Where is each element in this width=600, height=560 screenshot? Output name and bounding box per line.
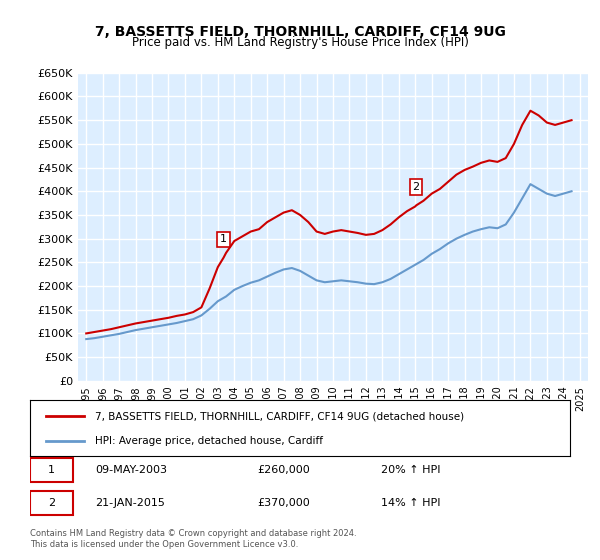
Text: Price paid vs. HM Land Registry's House Price Index (HPI): Price paid vs. HM Land Registry's House … bbox=[131, 36, 469, 49]
Text: 09-MAY-2003: 09-MAY-2003 bbox=[95, 465, 167, 475]
Text: 2: 2 bbox=[48, 498, 55, 508]
Text: 14% ↑ HPI: 14% ↑ HPI bbox=[381, 498, 440, 508]
Text: 1: 1 bbox=[48, 465, 55, 475]
Text: HPI: Average price, detached house, Cardiff: HPI: Average price, detached house, Card… bbox=[95, 436, 323, 446]
Text: £370,000: £370,000 bbox=[257, 498, 310, 508]
Text: 7, BASSETTS FIELD, THORNHILL, CARDIFF, CF14 9UG: 7, BASSETTS FIELD, THORNHILL, CARDIFF, C… bbox=[95, 25, 505, 39]
Text: 21-JAN-2015: 21-JAN-2015 bbox=[95, 498, 164, 508]
Text: 1: 1 bbox=[220, 234, 227, 244]
FancyBboxPatch shape bbox=[30, 458, 73, 483]
Text: 2: 2 bbox=[413, 182, 419, 192]
Text: 20% ↑ HPI: 20% ↑ HPI bbox=[381, 465, 440, 475]
Text: 7, BASSETTS FIELD, THORNHILL, CARDIFF, CF14 9UG (detached house): 7, BASSETTS FIELD, THORNHILL, CARDIFF, C… bbox=[95, 411, 464, 421]
FancyBboxPatch shape bbox=[30, 491, 73, 515]
Text: Contains HM Land Registry data © Crown copyright and database right 2024.
This d: Contains HM Land Registry data © Crown c… bbox=[30, 529, 356, 549]
Text: £260,000: £260,000 bbox=[257, 465, 310, 475]
